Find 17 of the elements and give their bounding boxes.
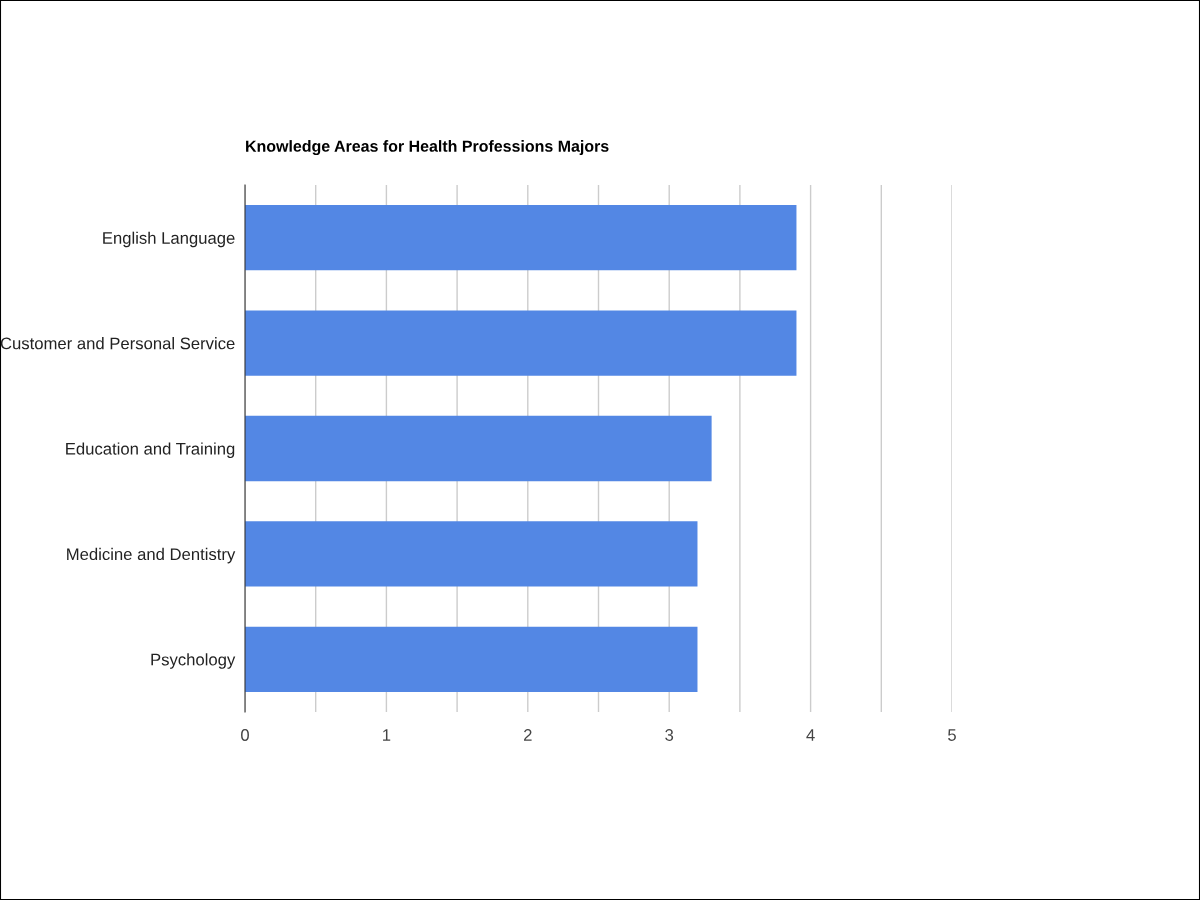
- x-tick-label: 1: [383, 729, 391, 741]
- chart-title: Knowledge Areas for Health Professions Majors: [246, 140, 609, 156]
- bar: [245, 626, 698, 692]
- x-tick-label: 4: [806, 729, 815, 741]
- y-tick-label: Education and Training: [66, 442, 235, 458]
- bar: [245, 205, 797, 271]
- x-tick-label: 0: [241, 729, 249, 741]
- x-tick-label: 5: [948, 729, 956, 741]
- y-tick-label: Medicine and Dentistry: [67, 547, 236, 564]
- bar: [245, 415, 712, 482]
- bar: [245, 310, 797, 376]
- y-tick-label: Customer and Personal Service: [0, 337, 235, 350]
- x-tick-label: 2: [524, 729, 532, 741]
- bar: [245, 521, 698, 587]
- y-tick-label: English Language: [103, 231, 235, 248]
- x-tick-label: 3: [665, 729, 674, 741]
- y-tick-label: Psychology: [151, 653, 236, 669]
